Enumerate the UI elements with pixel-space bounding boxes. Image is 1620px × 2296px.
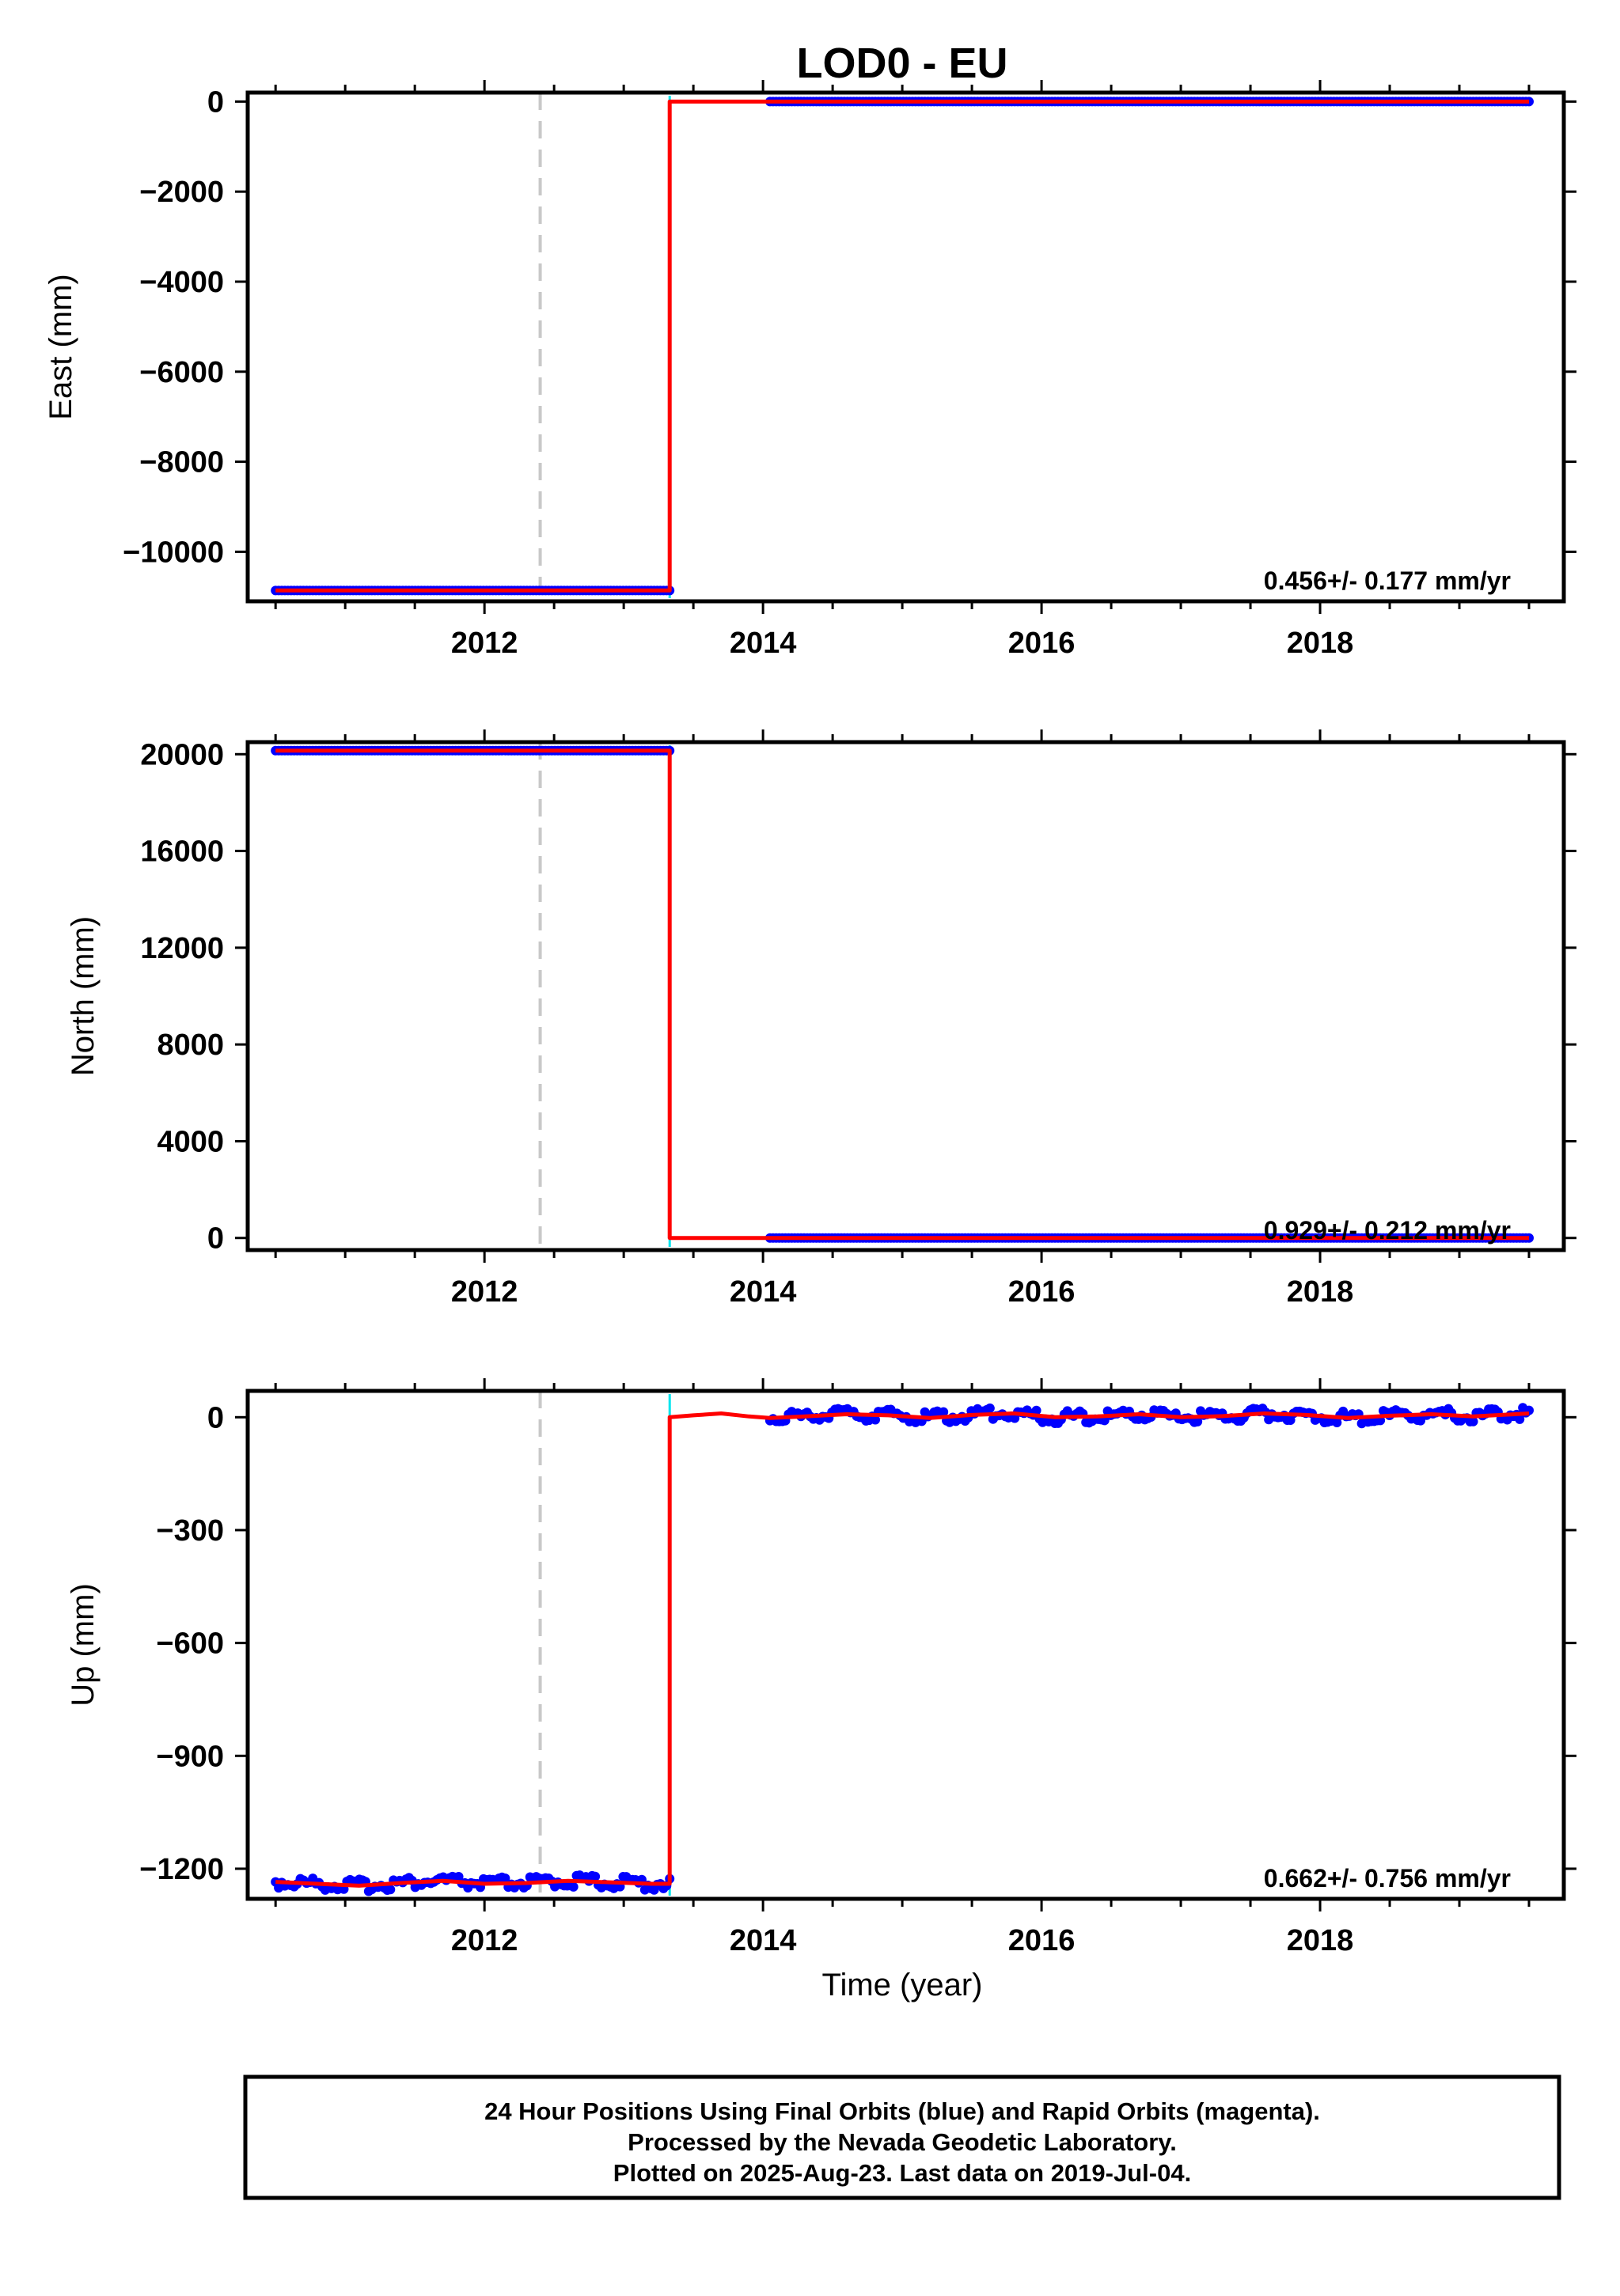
y-axis-label: Up (mm) bbox=[66, 1583, 101, 1707]
final-data-point bbox=[385, 1885, 396, 1895]
final-data-point bbox=[1524, 1233, 1535, 1243]
final-data-point bbox=[1332, 1418, 1342, 1428]
y-tick-label: 0 bbox=[207, 85, 224, 119]
y-tick-label: 16000 bbox=[140, 835, 224, 869]
model-line bbox=[275, 99, 1529, 593]
footer-line-2: Processed by the Nevada Geodetic Laborat… bbox=[628, 2128, 1177, 2156]
x-tick-label: 2014 bbox=[730, 627, 797, 660]
y-axis: 20000 16000 12000 8000 4000 0 bbox=[140, 738, 1576, 1256]
x-tick-label: 2016 bbox=[1008, 627, 1076, 660]
x-tick-label: 2016 bbox=[1008, 1924, 1076, 1957]
x-tick-label: 2014 bbox=[730, 1924, 797, 1957]
footer-box: 24 Hour Positions Using Final Orbits (bl… bbox=[243, 2074, 1561, 2200]
x-tick-label: 2012 bbox=[451, 1924, 518, 1957]
final-data-point bbox=[1031, 1405, 1041, 1415]
x-axis: 2012 2014 2016 2018 bbox=[274, 729, 1531, 1309]
final-data-point bbox=[939, 1407, 949, 1417]
y-tick-label: −6000 bbox=[139, 356, 224, 389]
final-data-point bbox=[1524, 97, 1535, 107]
x-tick-label: 2018 bbox=[1287, 627, 1354, 660]
y-tick-label: 20000 bbox=[140, 738, 224, 771]
up-panel: 2012 2014 2016 2018 0 −300 −600 −900 −1200 Up (mm… bbox=[66, 1378, 1576, 1957]
final-data-point bbox=[500, 1874, 510, 1884]
x-tick-label: 2012 bbox=[451, 627, 518, 660]
y-tick-label: 0 bbox=[207, 1401, 224, 1434]
final-data-point bbox=[568, 1881, 579, 1892]
x-axis: 2012 2014 2016 2018 bbox=[274, 1378, 1531, 1957]
y-axis: 0 −2000 −4000 −6000 −8000 −10000 bbox=[123, 85, 1576, 569]
y-axis-label: North (mm) bbox=[66, 916, 101, 1076]
y-tick-label: −4000 bbox=[139, 266, 224, 299]
final-data-point bbox=[1515, 1414, 1525, 1424]
y-tick-label: −1200 bbox=[139, 1853, 224, 1886]
rate-annotation: 0.456+/- 0.177 mm/yr bbox=[1264, 566, 1511, 595]
x-tick-label: 2016 bbox=[1008, 1275, 1076, 1309]
footer-line-1: 24 Hour Positions Using Final Orbits (bl… bbox=[484, 2097, 1320, 2125]
x-axis: 2012 2014 2016 2018 bbox=[274, 80, 1531, 660]
plot-frame bbox=[245, 1389, 1566, 1901]
footer-line-3: Plotted on 2025-Aug-23. Last data on 201… bbox=[613, 2159, 1191, 2187]
y-tick-label: −900 bbox=[156, 1740, 224, 1773]
y-tick-label: 0 bbox=[207, 1222, 224, 1256]
chart-title: LOD0 - EU bbox=[796, 40, 1007, 87]
y-tick-label: 12000 bbox=[140, 932, 224, 965]
north-panel: 2012 2014 2016 2018 20000 16000 12000 8000 4000 0… bbox=[66, 729, 1576, 1309]
final-data-point bbox=[590, 1871, 601, 1881]
y-axis-label: East (mm) bbox=[44, 274, 78, 419]
final-data-point bbox=[1193, 1416, 1203, 1426]
y-axis: 0 −300 −600 −900 −1200 bbox=[139, 1401, 1576, 1886]
x-tick-label: 2018 bbox=[1287, 1924, 1354, 1957]
plot-frame bbox=[245, 740, 1566, 1252]
x-tick-label: 2018 bbox=[1287, 1275, 1354, 1309]
y-tick-label: −600 bbox=[156, 1627, 224, 1661]
x-tick-label: 2012 bbox=[451, 1275, 518, 1309]
y-tick-label: −300 bbox=[156, 1514, 224, 1548]
final-data-point bbox=[871, 1415, 881, 1425]
x-tick-label: 2014 bbox=[730, 1275, 797, 1309]
east-panel: 2012 2014 2016 2018 0 −2000 −4000 −6000 −8000 −10… bbox=[44, 80, 1576, 660]
final-data-point bbox=[985, 1403, 995, 1413]
rate-annotation: 0.662+/- 0.756 mm/yr bbox=[1264, 1864, 1511, 1892]
y-tick-label: −10000 bbox=[123, 536, 224, 569]
model-line bbox=[275, 1411, 1530, 1888]
model-line bbox=[275, 748, 1529, 1241]
y-tick-label: −2000 bbox=[139, 176, 224, 209]
rate-annotation: 0.929+/- 0.212 mm/yr bbox=[1264, 1216, 1511, 1245]
final-data-point bbox=[1468, 1416, 1478, 1426]
y-tick-label: 4000 bbox=[157, 1125, 224, 1158]
x-axis-label: Time (year) bbox=[822, 1968, 983, 2002]
plot-frame bbox=[245, 90, 1566, 604]
y-tick-label: −8000 bbox=[139, 446, 224, 479]
y-tick-label: 8000 bbox=[157, 1029, 224, 1062]
